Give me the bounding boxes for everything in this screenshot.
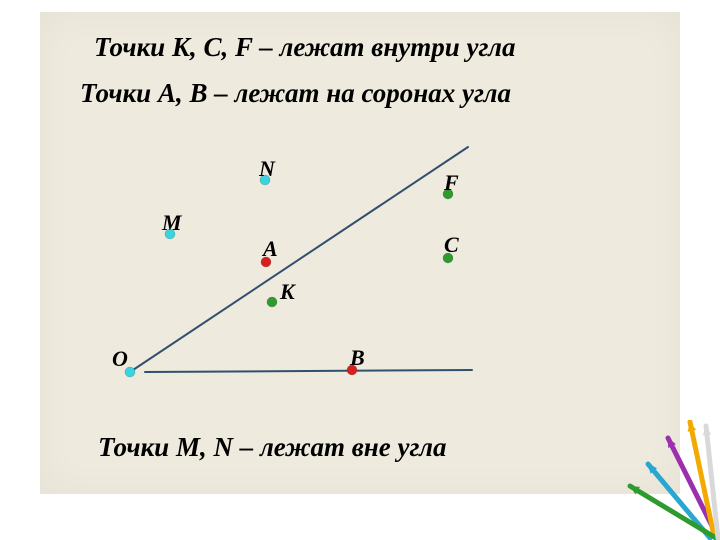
point-label-F: F <box>444 170 459 196</box>
point-label-K: K <box>280 279 295 305</box>
point-label-B: B <box>350 345 365 371</box>
diagram-paper: Точки K, C, F – лежат внутри угла Точки … <box>40 12 680 494</box>
point-label-O: O <box>112 346 128 372</box>
angle-ray <box>130 147 468 372</box>
point-label-A: A <box>263 236 278 262</box>
statement-outside: Точки M, N – лежат вне угла <box>98 432 446 463</box>
canvas: Точки K, C, F – лежат внутри угла Точки … <box>0 0 720 540</box>
point-label-N: N <box>259 156 275 182</box>
point-dot-K <box>267 297 277 307</box>
angle-diagram <box>40 12 680 494</box>
angle-ray <box>145 370 472 372</box>
point-label-M: M <box>162 210 182 236</box>
point-label-C: C <box>444 232 459 258</box>
